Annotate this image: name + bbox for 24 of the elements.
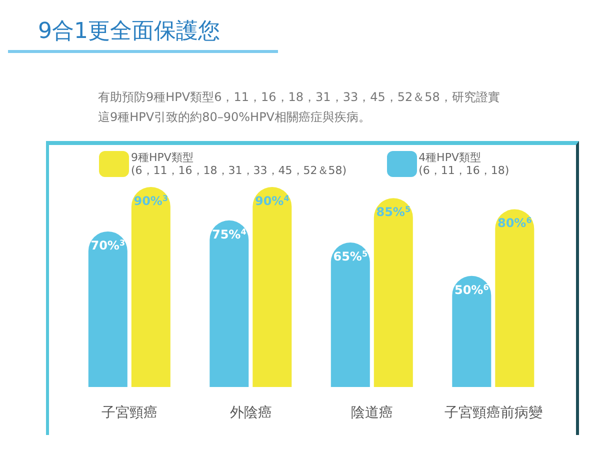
bar [252, 187, 292, 387]
bar [495, 209, 534, 387]
bar [131, 187, 170, 387]
bar [88, 231, 128, 387]
x-tick-label: 子宮頸癌前病變 [444, 404, 542, 421]
chart-title: 9合1更全面保護您 [8, 8, 278, 53]
data-label: 80%$^{6}$ [497, 216, 532, 230]
bar [374, 198, 413, 387]
data-label: 65%$^{5}$ [333, 249, 368, 264]
legend-label: 9種HPV類型 (6，11，16，18，31，33，45，52＆58) [131, 151, 347, 177]
data-label: 90%$^{4}$ [254, 194, 290, 208]
chart-subtitle: 有助預防9種HPV類型6，11，16，18，31，33，45，52＆58，研究證實這9種HPV引致的約80–90%HPV相關癌症與疾病。 [97, 89, 501, 126]
data-label: 85%$^{5}$ [376, 204, 411, 220]
bar [452, 276, 492, 387]
data-label: 50%$^{6}$ [454, 282, 490, 297]
x-tick-label: 陰道癌 [351, 404, 394, 421]
x-tick-label: 外陰癌 [230, 404, 272, 421]
legend-label: 4種HPV類型 (6，11，16，18) [418, 151, 510, 177]
bar [330, 242, 370, 387]
x-tick-label: 子宮頸癌 [102, 404, 158, 421]
data-label: 75%$^{4}$ [212, 226, 247, 242]
data-label: 70%$^{3}$ [90, 238, 126, 252]
bar [210, 220, 249, 387]
data-label: 90%$^{3}$ [134, 194, 168, 208]
